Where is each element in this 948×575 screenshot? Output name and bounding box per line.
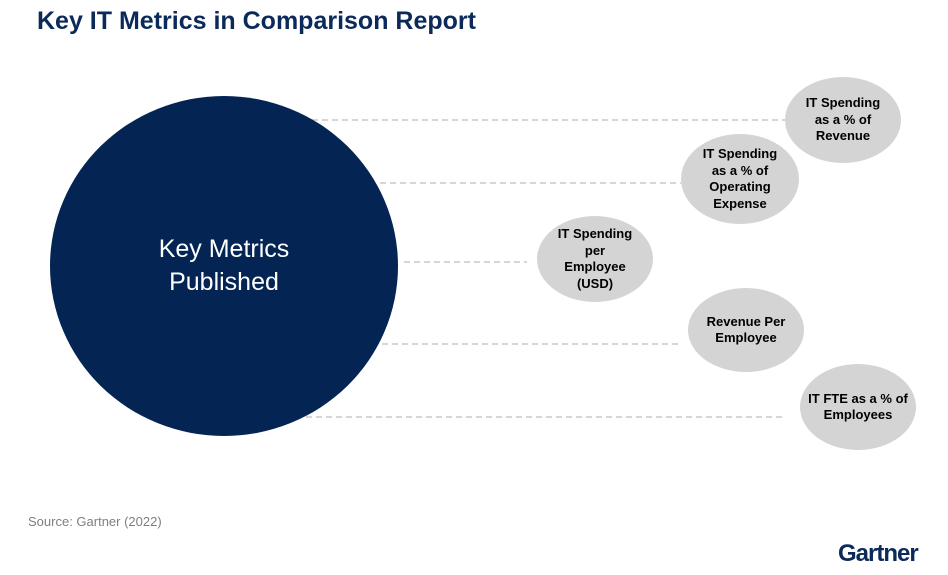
metric-revenue-per-employee: Revenue Per Employee xyxy=(688,288,804,372)
metric-label: IT Spending as a % of Operating Expense xyxy=(702,146,778,211)
slide-title: Key IT Metrics in Comparison Report xyxy=(37,7,476,35)
metric-it-spending-revenue: IT Spending as a % of Revenue xyxy=(785,77,901,163)
source-note: Source: Gartner (2022) xyxy=(28,514,162,529)
metric-label: Revenue Per Employee xyxy=(706,313,786,346)
metric-label: IT Spending per Employee (USD) xyxy=(557,226,633,291)
metric-label: IT Spending as a % of Revenue xyxy=(805,95,881,144)
center-label: Key Metrics Published xyxy=(158,235,290,296)
metric-it-fte-employees: IT FTE as a % of Employees xyxy=(800,364,916,450)
gartner-logo: Gartner xyxy=(838,540,919,567)
metric-it-spending-opex: IT Spending as a % of Operating Expense xyxy=(681,134,799,224)
key-metrics-circle: Key Metrics Published xyxy=(50,96,398,436)
metric-label: IT FTE as a % of Employees xyxy=(808,390,908,423)
metric-it-spending-per-employee: IT Spending per Employee (USD) xyxy=(537,216,653,302)
